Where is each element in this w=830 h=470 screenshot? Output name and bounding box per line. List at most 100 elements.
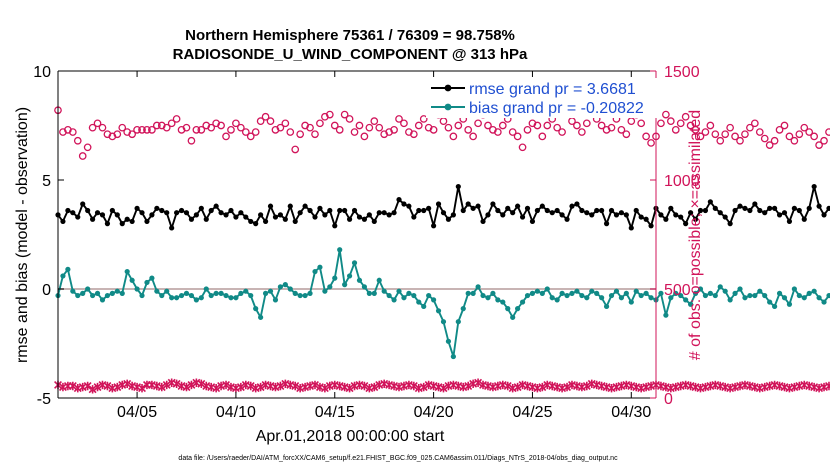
rmse-point: [94, 210, 101, 216]
obs-possible-marker: [805, 128, 814, 136]
bias-point: [465, 290, 471, 296]
obs-possible-marker: [642, 132, 650, 141]
obs-possible-marker: [306, 123, 314, 132]
rmse-point: [253, 221, 259, 227]
rmse-point: [85, 207, 91, 214]
bias-point: [312, 268, 318, 275]
rmse-point: [683, 221, 689, 227]
obs-possible-marker: [795, 130, 804, 139]
bias-point: [411, 292, 417, 299]
bias-point: [386, 292, 392, 299]
obs-assimilated-marker: [825, 381, 830, 391]
rmse-point: [188, 216, 195, 222]
rmse-point: [124, 216, 130, 222]
rmse-point: [178, 207, 185, 214]
rmse-point: [668, 205, 674, 211]
rmse-point: [658, 212, 664, 218]
rmse-point: [485, 212, 491, 218]
obs-possible-marker: [746, 123, 754, 132]
obs-assimilated-marker: [197, 379, 206, 389]
obs-assimilated-marker: [123, 379, 132, 389]
obs-possible-marker: [716, 136, 725, 145]
rmse-point: [243, 214, 249, 220]
bias-point: [500, 299, 506, 305]
chart-title: Northern Hemisphere 75361 / 76309 = 98.7…: [185, 27, 515, 44]
obs-possible-marker: [133, 126, 141, 134]
rmse-point: [258, 212, 264, 218]
bias-point: [781, 295, 788, 301]
obs-possible-marker: [419, 115, 428, 123]
obs-possible-marker: [750, 119, 759, 128]
rmse-point: [267, 203, 274, 209]
rmse-point: [702, 207, 709, 214]
rmse-point: [292, 218, 298, 225]
obs-possible-marker: [286, 128, 295, 136]
obs-possible-marker: [266, 117, 275, 125]
bias-point: [475, 284, 481, 290]
obs-possible-marker: [350, 128, 359, 136]
bias-point: [505, 306, 511, 312]
rmse-point: [282, 216, 288, 222]
obs-possible-marker: [785, 132, 794, 141]
obs-possible-marker: [484, 121, 492, 130]
bias-point: [159, 292, 165, 299]
bias-point: [643, 290, 649, 296]
rmse-point: [445, 216, 452, 222]
obs-possible-marker: [508, 128, 517, 136]
bias-point: [524, 292, 531, 299]
bias-point: [65, 266, 71, 272]
bias-point: [193, 297, 199, 303]
obs-possible-marker: [538, 132, 547, 141]
bias-point: [673, 290, 679, 296]
bias-point: [426, 292, 432, 299]
y-tick-label-right: 1500: [664, 64, 700, 81]
obs-possible-marker: [721, 130, 730, 139]
obs-assimilated-marker: [222, 380, 230, 390]
bias-point: [346, 273, 353, 279]
bias-point: [188, 292, 195, 299]
rmse-point: [356, 214, 363, 220]
obs-possible-marker: [162, 123, 171, 132]
obs-assimilated-marker: [103, 381, 112, 391]
bias-point: [223, 292, 229, 299]
rmse-point: [599, 207, 605, 214]
obs-possible-marker: [533, 121, 542, 130]
bias-point: [772, 303, 778, 310]
chart-subtitle: RADIOSONDE_U_WIND_COMPONENT @ 313 hPa: [173, 46, 528, 63]
bias-point: [371, 290, 377, 296]
obs-possible-marker: [148, 126, 156, 134]
obs-possible-marker: [400, 119, 408, 128]
rmse-point: [297, 210, 303, 216]
rmse-point: [811, 183, 817, 190]
rmse-point: [213, 203, 219, 209]
bias-point: [80, 290, 86, 296]
bias-point: [154, 288, 160, 294]
rmse-point: [342, 207, 348, 214]
rmse-point: [712, 205, 718, 211]
bias-point: [544, 286, 550, 292]
bias-point: [697, 286, 704, 292]
rmse-point: [287, 203, 293, 209]
legend-bias-marker: [444, 103, 452, 111]
x-tick-label: 04/05: [117, 404, 157, 421]
obs-assimilated-marker: [538, 382, 547, 392]
obs-possible-marker: [222, 132, 230, 141]
bias-point: [178, 292, 185, 299]
rmse-point: [411, 214, 417, 220]
bias-point: [70, 288, 76, 294]
obs-possible-marker: [192, 126, 201, 134]
rmse-point: [786, 218, 793, 225]
bias-point: [75, 292, 81, 299]
rmse-point: [114, 212, 120, 218]
obs-possible-marker: [820, 136, 828, 145]
bias-point: [692, 290, 699, 296]
obs-possible-marker: [78, 152, 87, 160]
obs-assimilated-marker: [157, 382, 166, 392]
bias-point: [569, 290, 575, 296]
bias-point: [307, 290, 313, 296]
rmse-point: [134, 205, 140, 211]
bias-point: [149, 275, 155, 281]
obs-assimilated-marker: [68, 381, 77, 391]
obs-possible-marker: [775, 126, 784, 134]
bias-point: [480, 292, 486, 299]
